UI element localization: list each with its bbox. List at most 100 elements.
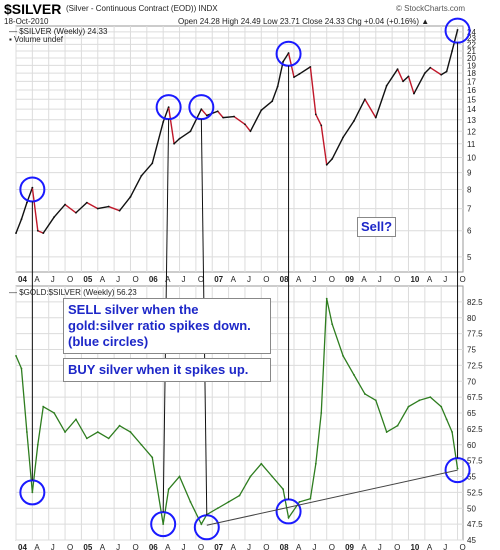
ratio-y-tick-label: 62.5 (467, 425, 483, 434)
sell-rule-note: SELL silver when the gold:silver ratio s… (63, 298, 271, 354)
ratio-data-point (374, 399, 377, 402)
silver-x-tick-label: A (427, 275, 433, 284)
ratio-data-point (445, 418, 448, 421)
ratio-y-tick-label: 57.5 (467, 457, 483, 466)
silver-price-segment (162, 106, 170, 123)
ratio-x-tick-label: 08 (280, 543, 289, 550)
ratio-data-point (64, 431, 66, 433)
ratio-data-point (287, 516, 290, 519)
ratio-y-tick-label: 47.5 (467, 520, 483, 529)
silver-price-segment (326, 158, 333, 166)
silver-x-tick-label: A (231, 275, 237, 284)
silver-data-point (96, 207, 99, 210)
ratio-y-tick-label: 50 (467, 504, 476, 513)
silver-price-segment (364, 98, 377, 118)
silver-price-segment (53, 204, 66, 218)
silver-price-segment (140, 162, 153, 177)
sell-question-note: Sell? (357, 217, 397, 237)
silver-price-segment (271, 86, 279, 102)
ratio-y-tick-label: 55 (467, 473, 476, 482)
silver-price-segment (429, 67, 442, 76)
ratio-x-tick-label: A (361, 543, 367, 550)
silver-data-point (249, 130, 252, 133)
silver-data-point (178, 137, 181, 140)
silver-price-segment (309, 66, 317, 115)
silver-price-segment (386, 68, 399, 86)
silver-data-point (85, 201, 88, 204)
silver-price-segment (119, 196, 132, 212)
silver-data-point (309, 65, 312, 68)
silver-data-point (20, 218, 23, 221)
ratio-x-tick-label: A (100, 543, 106, 550)
ratio-data-point (396, 424, 399, 427)
silver-x-tick-label: A (34, 275, 40, 284)
silver-data-point (42, 232, 45, 235)
silver-x-tick-label: J (116, 275, 120, 284)
ratio-data-point (75, 418, 77, 421)
silver-price-segment (244, 123, 251, 132)
silver-price-segment (299, 66, 311, 75)
silver-data-point (282, 60, 285, 63)
ratio-x-tick-label: O (67, 543, 73, 550)
ratio-data-point (418, 399, 421, 402)
ratio-data-point (200, 523, 203, 526)
ratio-y-tick-label: 75 (467, 346, 476, 355)
silver-data-point (413, 92, 415, 95)
ratio-x-tick-label: A (296, 543, 302, 550)
ratio-data-point (298, 501, 301, 503)
ratio-data-point (407, 405, 410, 408)
silver-price-segment (31, 187, 39, 231)
ratio-x-tick-label: A (427, 543, 433, 550)
silver-y-tick-label: 14 (467, 105, 476, 114)
silver-data-point (31, 186, 34, 189)
silver-price-segment (200, 108, 208, 116)
ratio-data-point (189, 501, 192, 503)
ratio-x-tick-label: A (231, 543, 237, 550)
silver-price-segment (129, 175, 142, 198)
ratio-y-tick-label: 67.5 (467, 393, 483, 402)
silver-price-segment (167, 107, 175, 144)
chart-symbol: $SILVER (4, 1, 62, 17)
ratio-data-point (440, 405, 443, 408)
silver-data-point (402, 80, 404, 83)
ratio-x-tick-label: J (378, 543, 382, 550)
legend-volume: ▪ Volume undef (9, 35, 63, 44)
silver-data-point (205, 114, 208, 117)
silver-price-segment (353, 98, 366, 122)
silver-data-point (200, 108, 203, 111)
silver-data-point (189, 130, 192, 133)
silver-data-point (445, 70, 448, 73)
silver-price-segment (407, 76, 415, 94)
silver-data-point (129, 195, 132, 198)
silver-highlight-circle (444, 17, 471, 44)
silver-price-segment (37, 230, 44, 234)
silver-data-point (26, 201, 28, 204)
silver-price-segment (260, 100, 273, 111)
silver-x-tick-label: J (182, 275, 186, 284)
silver-x-tick-label: A (100, 275, 106, 284)
ratio-data-point (353, 374, 355, 376)
silver-data-point (456, 28, 459, 31)
silver-y-tick-label: 20 (467, 54, 476, 63)
silver-x-tick-label: 10 (410, 275, 419, 284)
ratio-y-tick-label: 52.5 (467, 488, 483, 497)
ratio-data-point (178, 475, 181, 478)
ratio-data-point (314, 462, 317, 465)
silver-data-point (451, 50, 453, 52)
ratio-data-point (140, 443, 143, 446)
silver-price-segment (97, 205, 109, 210)
silver-x-tick-label: O (263, 275, 269, 284)
silver-data-point (293, 76, 295, 79)
silver-x-tick-label: 07 (214, 275, 223, 284)
silver-x-tick-label: J (51, 275, 55, 284)
silver-x-tick-label: 08 (280, 275, 289, 284)
ratio-data-point (429, 396, 432, 399)
ratio-data-point (129, 431, 132, 433)
ratio-data-point (162, 523, 165, 526)
ratio-data-point (36, 443, 39, 446)
silver-price-segment (396, 68, 404, 82)
silver-x-tick-label: O (132, 275, 138, 284)
silver-price-segment (445, 50, 453, 72)
buy-rule-note: BUY silver when it spikes up. (63, 358, 271, 382)
